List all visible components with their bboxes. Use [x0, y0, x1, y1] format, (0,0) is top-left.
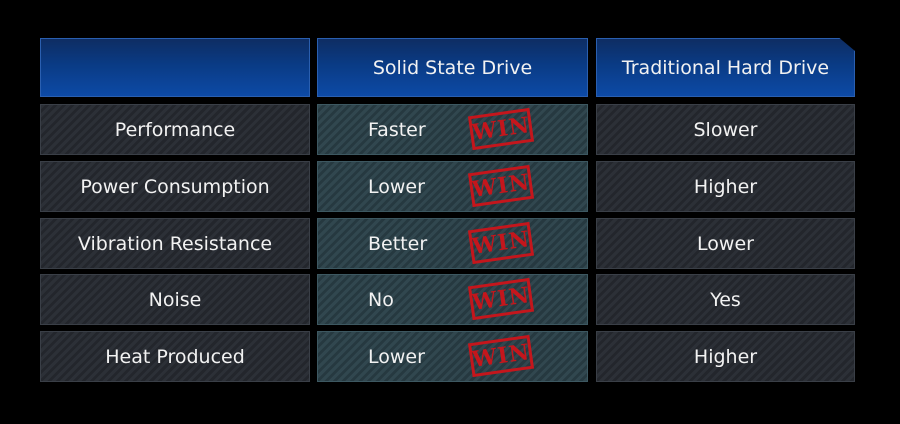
cell-text: Better [368, 232, 428, 255]
win-stamp: WIN [467, 164, 535, 208]
row-label: Noise [40, 274, 310, 325]
win-stamp: WIN [467, 221, 535, 265]
row-label: Vibration Resistance [40, 218, 310, 269]
win-stamp: WIN [467, 334, 535, 378]
cell: Lower [596, 218, 855, 269]
cell: Lower WIN [317, 161, 588, 212]
cell: No WIN [317, 274, 588, 325]
win-stamp: WIN [467, 277, 535, 321]
cell: Faster WIN [317, 104, 588, 155]
cell-text: Lower [368, 175, 425, 198]
cell: Higher [596, 161, 855, 212]
header-blank [40, 38, 310, 97]
row-label: Performance [40, 104, 310, 155]
cell: Higher [596, 331, 855, 382]
win-stamp: WIN [467, 107, 535, 151]
row-label: Heat Produced [40, 331, 310, 382]
cell-text: Faster [368, 118, 426, 141]
cell: Slower [596, 104, 855, 155]
cell: Lower WIN [317, 331, 588, 382]
cell: Yes [596, 274, 855, 325]
cell: Better WIN [317, 218, 588, 269]
cell-text: Lower [368, 345, 425, 368]
header-cell: Traditional Hard Drive [596, 38, 855, 97]
row-label: Power Consumption [40, 161, 310, 212]
cell-text: No [368, 288, 394, 311]
header-cell: Solid State Drive [317, 38, 588, 97]
